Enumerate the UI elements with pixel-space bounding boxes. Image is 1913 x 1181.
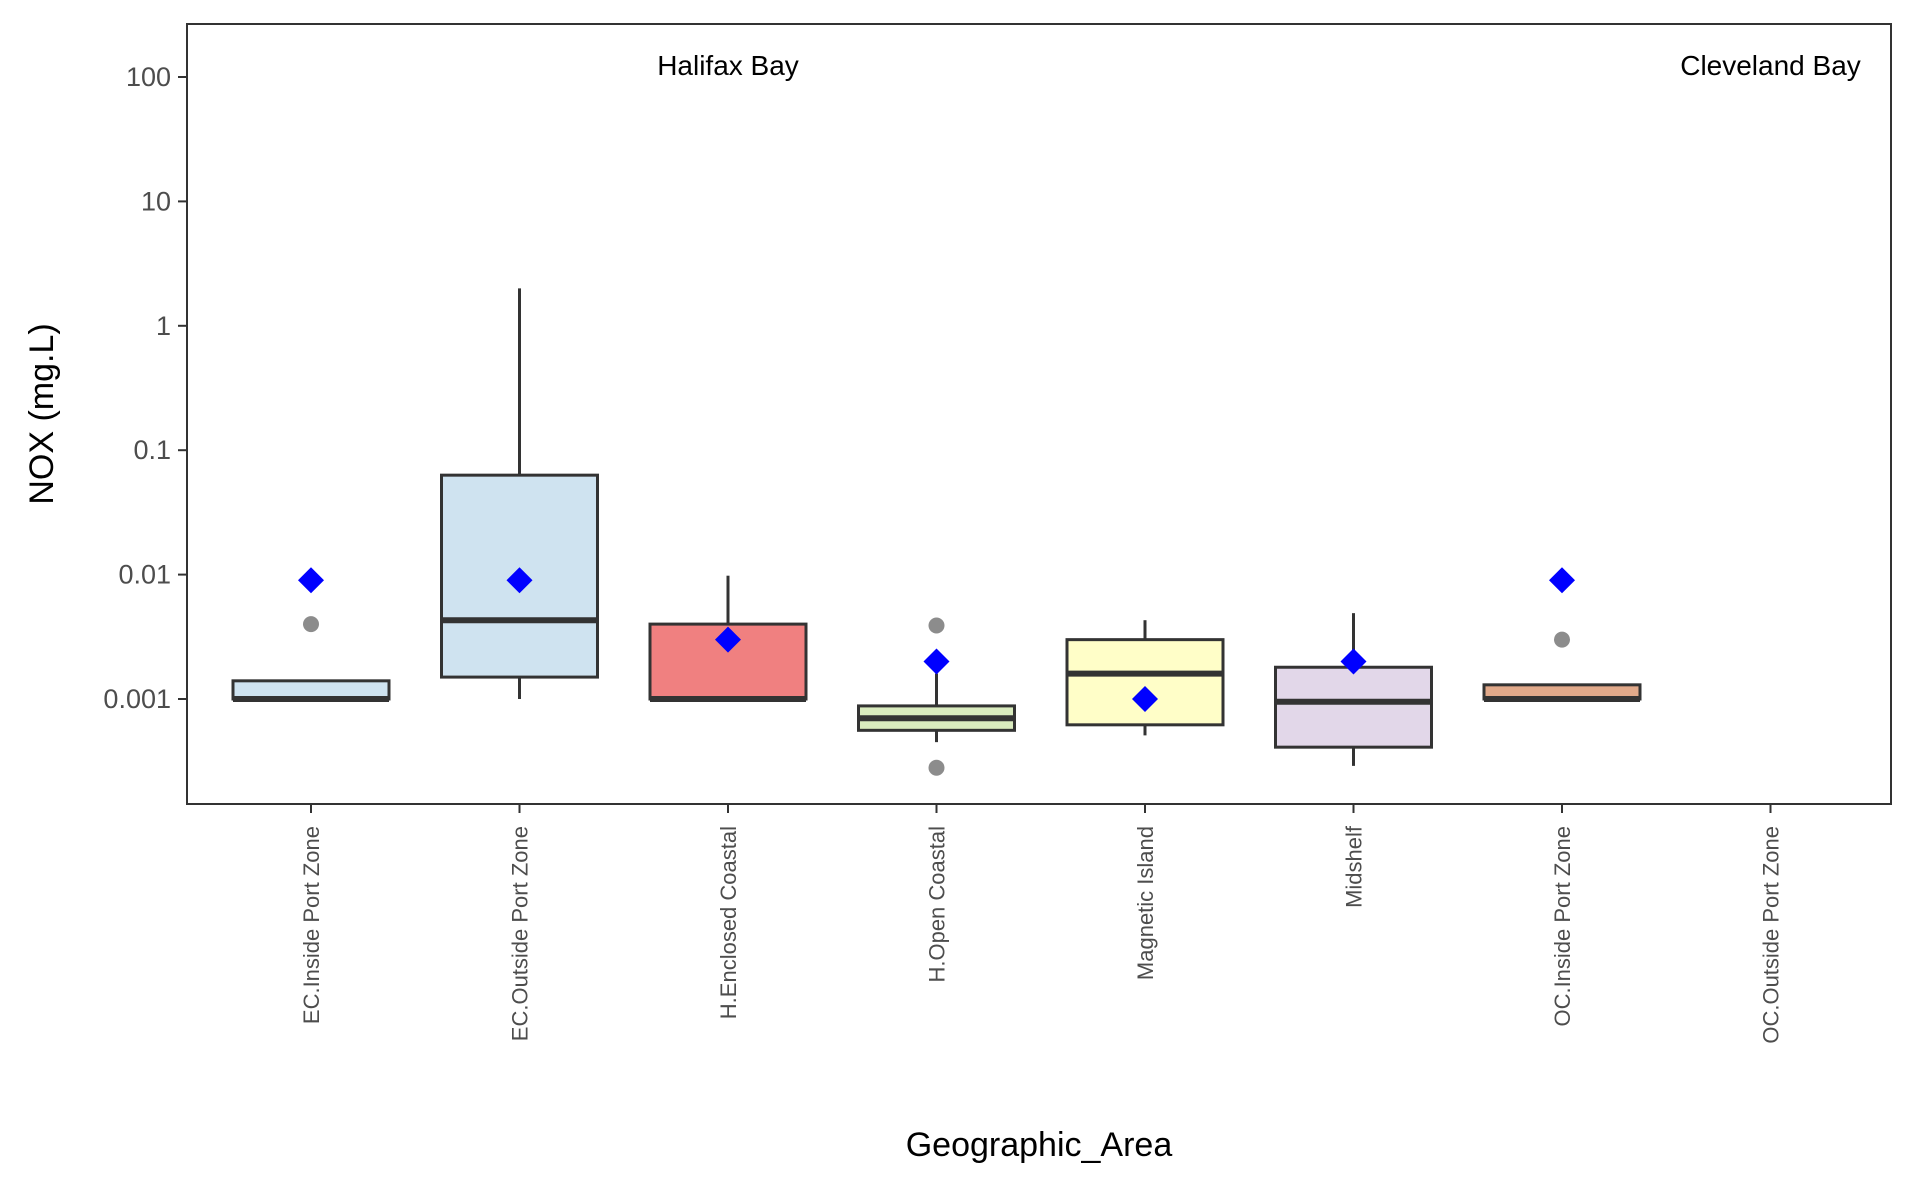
mean-marker [715, 626, 741, 653]
boxes-layer [231, 288, 1642, 776]
y-tick-label: 0.1 [133, 435, 171, 465]
x-tick-label: OC.Outside Port Zone [1759, 826, 1784, 1044]
y-tick-label: 1 [156, 311, 171, 341]
y-axis: 0.001 0.01 0.1 1 10 100 [103, 62, 187, 714]
outlier-point [928, 759, 945, 776]
mean-marker [506, 567, 533, 594]
box-body [1274, 665, 1433, 749]
x-tick-label: Magnetic Island [1133, 826, 1158, 980]
outlier-point [1554, 631, 1570, 648]
x-tick-label: OC.Inside Port Zone [1550, 826, 1575, 1027]
outlier-point [928, 617, 945, 634]
mean-marker [1340, 648, 1367, 675]
box-magnetic-island [1065, 620, 1225, 736]
box-midshelf [1274, 613, 1433, 766]
x-axis-title: Geographic_Area [906, 1126, 1173, 1164]
x-tick-label: EC.Inside Port Zone [299, 826, 324, 1024]
mean-marker [1549, 567, 1575, 594]
y-tick-label: 0.01 [118, 560, 171, 590]
box-oc-inside-port-zone [1482, 567, 1642, 702]
y-tick-label: 0.001 [103, 684, 171, 714]
mean-marker [923, 648, 950, 675]
annotation-halifax-bay: Halifax Bay [657, 50, 799, 81]
y-tick-label: 10 [141, 186, 171, 216]
box-body [1065, 638, 1225, 727]
box-h-enclosed-coastal [648, 575, 808, 702]
x-tick-label: Midshelf [1342, 825, 1367, 908]
box-ec-inside-port-zone [231, 567, 391, 702]
box-ec-outside-port-zone [440, 288, 599, 699]
x-tick-label: EC.Outside Port Zone [508, 826, 533, 1041]
x-tick-label: H.Enclosed Coastal [716, 826, 741, 1019]
y-axis-title: NOX (mg.L) [23, 323, 61, 504]
x-axis: EC.Inside Port Zone EC.Outside Port Zone H… [299, 804, 1784, 1044]
mean-marker [1132, 686, 1158, 712]
mean-marker [298, 567, 324, 594]
y-tick-label: 100 [126, 62, 171, 92]
annotation-cleveland-bay: Cleveland Bay [1680, 50, 1861, 81]
outlier-point [303, 616, 319, 633]
x-tick-label: H.Open Coastal [925, 826, 950, 983]
panel-border [186, 23, 1892, 805]
box-h-open-coastal [857, 617, 1016, 776]
